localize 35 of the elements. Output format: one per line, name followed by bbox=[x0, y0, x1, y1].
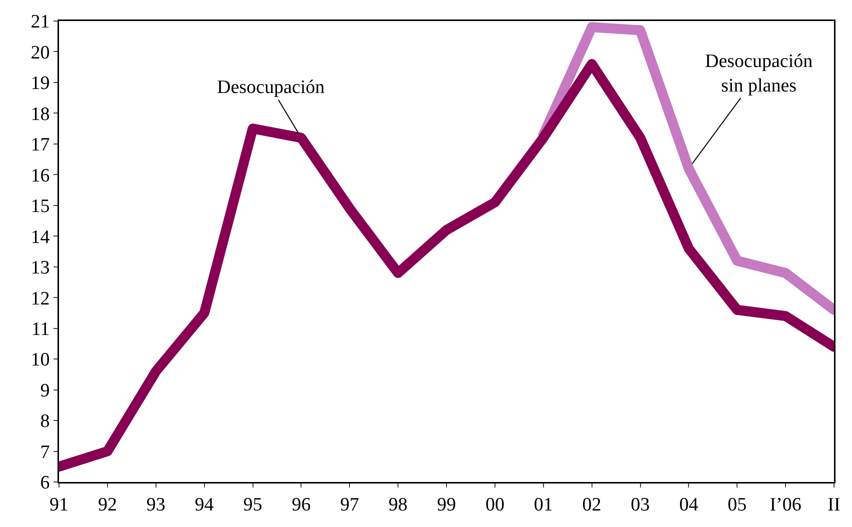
x-tick-label: 97 bbox=[340, 494, 360, 516]
x-tick-label: 94 bbox=[194, 494, 214, 516]
text: Desocupación sin planes bbox=[705, 51, 814, 97]
y-tick-label: 10 bbox=[30, 350, 50, 371]
x-tick-label: 05 bbox=[728, 494, 747, 516]
y-tick-label: 9 bbox=[40, 380, 50, 402]
y-tick-label: 20 bbox=[30, 42, 50, 64]
x-tick-label: 01 bbox=[534, 494, 553, 516]
x-tick-label: 99 bbox=[437, 494, 456, 516]
x-tick-label: 95 bbox=[243, 494, 262, 516]
y-tick-label: 12 bbox=[30, 288, 50, 310]
x-tick-label: II bbox=[828, 494, 840, 516]
y-tick-label: 17 bbox=[30, 134, 50, 156]
x-tick-label: 03 bbox=[630, 494, 650, 516]
x-tick-label: 98 bbox=[388, 494, 408, 516]
text: Desocupación bbox=[217, 77, 326, 98]
x-tick-label: 04 bbox=[679, 494, 699, 516]
x-tick-label: 91 bbox=[50, 494, 68, 516]
x-tick-label: 93 bbox=[146, 494, 166, 516]
y-tick-label: 13 bbox=[30, 258, 50, 279]
x-tick-label: 02 bbox=[582, 494, 602, 516]
y-tick-label: 14 bbox=[30, 226, 50, 248]
x-tick-label: 92 bbox=[98, 494, 117, 516]
y-tick-label: 8 bbox=[40, 411, 50, 432]
x-tick-label: 96 bbox=[292, 494, 311, 516]
y-tick-label: 21 bbox=[30, 12, 50, 33]
y-tick-label: 11 bbox=[31, 318, 50, 340]
y-tick-label: 7 bbox=[40, 442, 50, 463]
y-tick-label: 15 bbox=[30, 196, 50, 218]
y-tick-label: 19 bbox=[30, 73, 50, 94]
x-tick-label: I’06 bbox=[770, 494, 802, 516]
x-tick-label: 00 bbox=[485, 494, 504, 516]
y-tick-label: 6 bbox=[40, 472, 50, 494]
y-tick-label: 16 bbox=[30, 165, 50, 186]
y-tick-label: 18 bbox=[30, 104, 50, 125]
